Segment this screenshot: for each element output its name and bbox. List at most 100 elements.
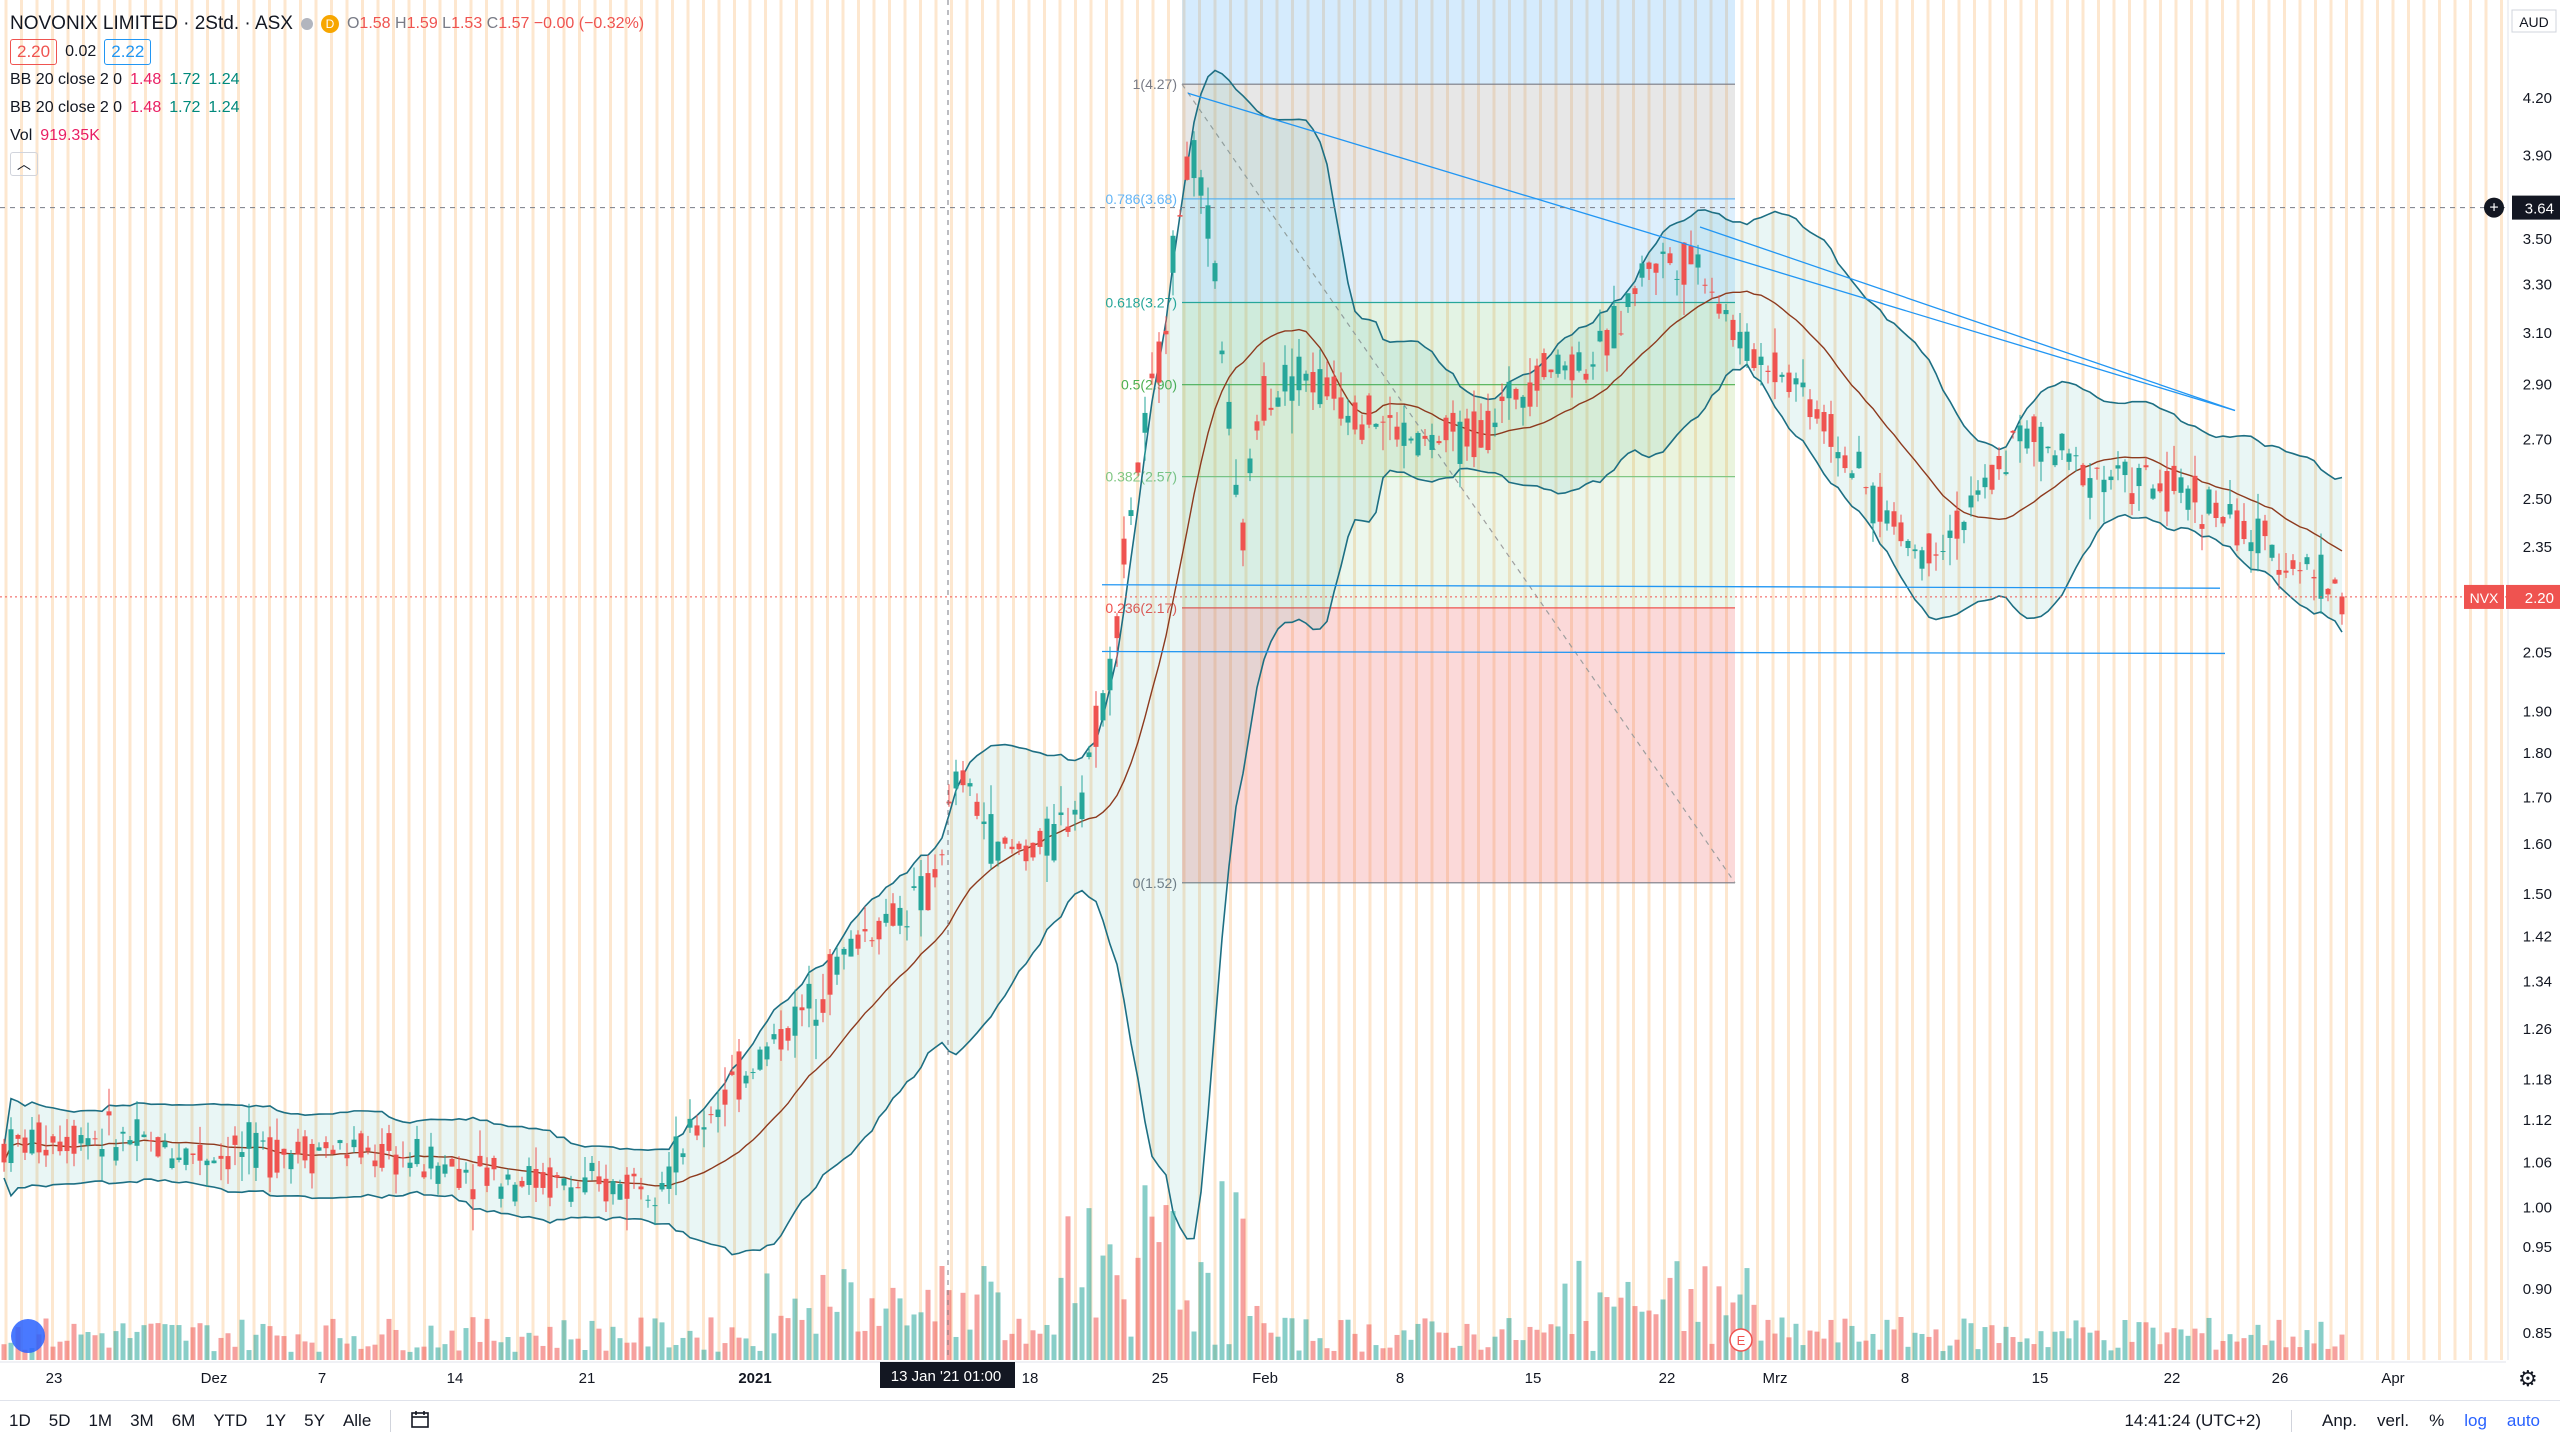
range-1d-button[interactable]: 1D bbox=[9, 1411, 31, 1430]
volume-bar bbox=[1051, 1334, 1057, 1360]
volume-bar bbox=[1100, 1255, 1106, 1360]
range-ytd-button[interactable]: YTD bbox=[213, 1411, 248, 1430]
volume-bar bbox=[911, 1314, 917, 1360]
time-tick-label: 7 bbox=[318, 1370, 326, 1387]
volume-bar bbox=[1121, 1299, 1127, 1360]
range-6m-button[interactable]: 6M bbox=[171, 1411, 196, 1430]
buy-price-button[interactable]: 2.22 bbox=[104, 39, 152, 65]
volume-bar bbox=[1961, 1318, 1967, 1360]
candle-body bbox=[1457, 421, 1463, 464]
candle-body bbox=[904, 926, 910, 928]
candle-body bbox=[302, 1136, 308, 1161]
volume-bar bbox=[568, 1339, 574, 1360]
volume-bar bbox=[939, 1266, 945, 1360]
percent-scale-button[interactable]: % bbox=[2429, 1411, 2445, 1430]
auto-scale-button[interactable]: auto bbox=[2506, 1411, 2540, 1430]
volume-bar bbox=[302, 1341, 308, 1360]
range-all-button[interactable]: Alle bbox=[342, 1411, 372, 1430]
candle-body bbox=[1660, 251, 1666, 254]
candle-body bbox=[1919, 550, 1925, 569]
crosshair-time-box bbox=[880, 1362, 1015, 1388]
candle-body bbox=[624, 1174, 630, 1199]
candle-body bbox=[1436, 441, 1442, 444]
candle-body bbox=[2115, 465, 2121, 469]
candle-body bbox=[1415, 432, 1421, 456]
gear-icon[interactable]: ⚙ bbox=[2518, 1366, 2538, 1391]
range-5d-button[interactable]: 5D bbox=[48, 1411, 71, 1430]
candle-body bbox=[1401, 422, 1407, 446]
sell-price-button[interactable]: 2.20 bbox=[10, 39, 58, 65]
volume-bar bbox=[1891, 1329, 1897, 1360]
volume-bar bbox=[1793, 1323, 1799, 1360]
ohlc-values: O1.58 H1.59 L1.53 C1.57 −0.00 (−0.32%) bbox=[346, 15, 645, 32]
candle-body bbox=[1520, 396, 1526, 408]
volume-bar bbox=[806, 1308, 812, 1360]
volume-bar bbox=[1842, 1318, 1848, 1360]
candle-body bbox=[1989, 464, 1995, 490]
volume-bar bbox=[1555, 1326, 1561, 1360]
candle-body bbox=[1352, 402, 1358, 430]
candle-body bbox=[337, 1140, 343, 1144]
chevron-up-icon[interactable]: ︿ bbox=[10, 152, 38, 176]
price-tick-label: 1.50 bbox=[2523, 886, 2552, 903]
price-tick-label: 1.90 bbox=[2523, 703, 2552, 720]
delayed-badge[interactable]: D bbox=[320, 15, 339, 33]
volume-bar bbox=[148, 1323, 154, 1360]
candle-body bbox=[1940, 551, 1946, 553]
volume-bar bbox=[64, 1340, 70, 1360]
volume-bar bbox=[344, 1343, 350, 1360]
price-tick-label: 2.35 bbox=[2523, 539, 2552, 556]
candle-body bbox=[925, 873, 931, 911]
candle-body bbox=[1884, 510, 1890, 524]
candle-body bbox=[36, 1122, 42, 1153]
volume-bar bbox=[2255, 1324, 2261, 1360]
volume-bar bbox=[57, 1341, 63, 1360]
candle-body bbox=[2094, 467, 2100, 469]
volume-bar bbox=[372, 1344, 378, 1360]
candle-body bbox=[2003, 472, 2009, 475]
calendar-range-icon[interactable] bbox=[401, 1409, 439, 1434]
price-tick-label: 2.50 bbox=[2523, 491, 2552, 508]
adjust-button[interactable]: Anp. bbox=[2321, 1411, 2357, 1430]
currency-box bbox=[2511, 9, 2557, 33]
range-1y-button[interactable]: 1Y bbox=[265, 1411, 287, 1430]
range-3m-button[interactable]: 3M bbox=[130, 1411, 154, 1430]
candle-body bbox=[1863, 487, 1869, 489]
candle-body bbox=[15, 1134, 21, 1139]
candle-body bbox=[1555, 354, 1561, 374]
volume-bar bbox=[645, 1346, 651, 1360]
volume-bar bbox=[1408, 1339, 1414, 1360]
indicator-row-2[interactable]: BB 20 close 2 0 1.48 1.72 1.24 bbox=[10, 94, 644, 122]
candle-body bbox=[1282, 364, 1288, 392]
volume-bar bbox=[1674, 1261, 1680, 1360]
candle-body bbox=[1695, 254, 1701, 268]
volume-bar bbox=[890, 1287, 896, 1360]
candle-body bbox=[470, 1189, 476, 1200]
volume-bar bbox=[435, 1347, 441, 1360]
candle-body bbox=[1443, 417, 1449, 441]
volume-bar bbox=[316, 1351, 322, 1360]
candle-body bbox=[1121, 538, 1127, 565]
clock-display[interactable]: 14:41:24 (UTC+2) bbox=[2124, 1411, 2261, 1430]
extended-hours-button[interactable]: verl. bbox=[2376, 1411, 2410, 1430]
volume-row[interactable]: Vol 919.35K bbox=[10, 122, 644, 150]
candle-body bbox=[855, 934, 861, 949]
volume-bar bbox=[295, 1334, 301, 1360]
range-1m-button[interactable]: 1M bbox=[88, 1411, 113, 1430]
volume-bar bbox=[22, 1349, 28, 1360]
symbol-title[interactable]: NOVONIX LIMITED · 2Std. · ASX bbox=[10, 13, 293, 34]
price-tick-label: 0.95 bbox=[2523, 1239, 2552, 1256]
candle-body bbox=[197, 1144, 203, 1161]
range-5y-button[interactable]: 5Y bbox=[304, 1411, 325, 1430]
volume-bar bbox=[1744, 1268, 1750, 1360]
indicator-row-1[interactable]: BB 20 close 2 0 1.48 1.72 1.24 bbox=[10, 66, 644, 94]
volume-bar bbox=[1394, 1334, 1400, 1360]
volume-bar bbox=[1765, 1319, 1771, 1360]
volume-bar bbox=[841, 1269, 847, 1360]
log-scale-button[interactable]: log bbox=[2464, 1411, 2487, 1430]
volume-bar bbox=[225, 1333, 231, 1360]
candle-body bbox=[1576, 352, 1582, 371]
candle-body bbox=[1289, 376, 1295, 401]
